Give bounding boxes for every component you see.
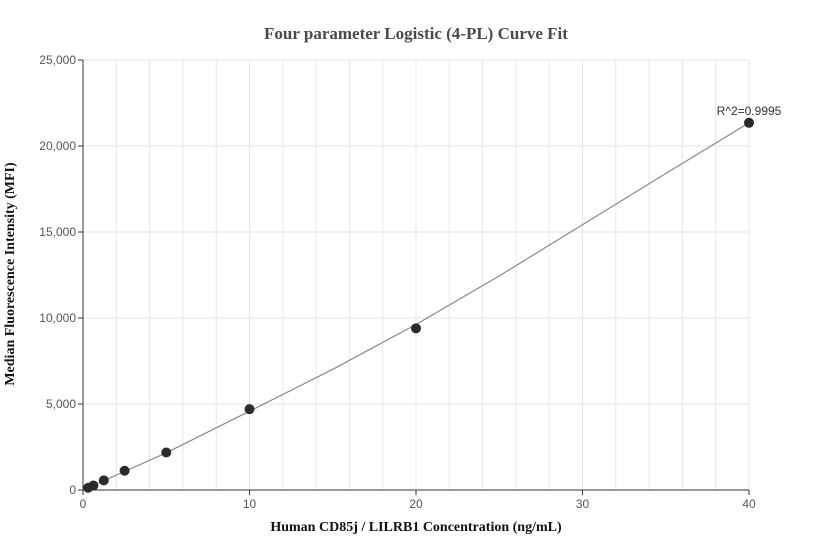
x-tick-label: 30 — [576, 497, 590, 511]
y-tick-label: 15,000 — [39, 225, 76, 239]
x-tick-label: 0 — [80, 497, 87, 511]
chart-title: Four parameter Logistic (4-PL) Curve Fit — [264, 24, 568, 43]
y-tick-label: 25,000 — [39, 53, 76, 67]
data-point — [244, 404, 255, 415]
data-point — [744, 117, 754, 128]
tick-labels: 0 10 20 30 40 0 5,000 10,000 15,000 20,000 25,000 — [39, 53, 756, 511]
x-tick-label: 40 — [742, 497, 756, 511]
data-point — [88, 480, 99, 491]
x-axis-title: Human CD85j / LILRB1 Concentration (ng/m… — [270, 520, 562, 535]
x-tick-label: 20 — [409, 497, 423, 511]
data-point — [161, 447, 172, 458]
r-squared-annotation: R^2=0.9995 — [717, 104, 782, 118]
axes — [78, 59, 750, 495]
data-point — [411, 323, 421, 334]
y-tick-label: 20,000 — [39, 139, 76, 153]
y-tick-label: 0 — [69, 483, 76, 497]
data-point — [98, 475, 109, 486]
gridlines — [83, 59, 750, 490]
y-tick-label: 10,000 — [39, 311, 76, 325]
y-tick-label: 5,000 — [46, 397, 76, 411]
x-tick-label: 10 — [243, 497, 257, 511]
y-axis-title: Median Fluorescence Intensity (MFI) — [3, 162, 18, 386]
data-points — [83, 117, 754, 493]
data-point — [119, 465, 130, 476]
